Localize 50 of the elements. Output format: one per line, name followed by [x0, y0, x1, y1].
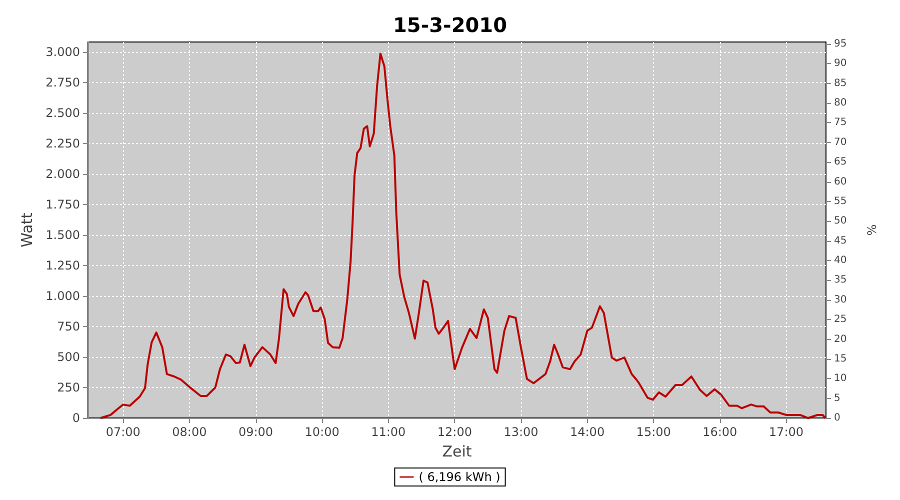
- y2-tick-label: 30: [834, 294, 847, 306]
- x-tick-label: 14:00: [570, 425, 605, 439]
- y2-tick-label: 65: [834, 156, 847, 168]
- legend-label: ( 6,196 kWh ): [418, 470, 500, 484]
- x-tick-label: 12:00: [437, 425, 472, 439]
- y2-tick-label: 80: [834, 98, 847, 109]
- y-tick-label: 500: [57, 350, 80, 364]
- y2-tick-label: 95: [834, 38, 847, 50]
- y-tick-label: 1.750: [46, 197, 80, 212]
- y-axis-title: Watt: [18, 212, 36, 248]
- y2-tick-label: 5: [834, 392, 840, 404]
- y-tick-label: 1.250: [46, 258, 80, 272]
- y-tick-label: 2.000: [46, 166, 80, 181]
- x-tick-label: 10:00: [304, 425, 340, 439]
- y-tick-label: 3.000: [46, 44, 80, 59]
- y2-tick-label: 70: [834, 136, 847, 148]
- y-tick-label: 2.750: [46, 75, 80, 90]
- x-axis-title: Zeit: [442, 442, 472, 460]
- y-tick-label: 0: [72, 411, 80, 425]
- x-tick-label: 15:00: [636, 425, 671, 439]
- line-series: [100, 52, 826, 419]
- y-tick-label: 1.500: [46, 228, 80, 242]
- y2-tick-label: 50: [834, 216, 847, 227]
- y2-tick-label: 10: [834, 373, 847, 384]
- x-tick-label: 11:00: [371, 425, 406, 439]
- y2-tick-label: 55: [834, 196, 847, 207]
- x-tick-label: 13:00: [504, 425, 538, 439]
- x-tick-label: 17:00: [768, 425, 804, 439]
- x-tick-label: 08:00: [172, 425, 207, 439]
- y2-tick-label: 60: [834, 176, 847, 188]
- y-tick-label: 1.000: [46, 288, 80, 303]
- y-tick-label: 2.500: [46, 106, 80, 120]
- y-tick-label: 2.250: [46, 136, 80, 150]
- y2-tick-label: 45: [834, 235, 847, 246]
- y2-tick-label: 25: [834, 314, 847, 326]
- y2-tick-label: 85: [834, 78, 847, 89]
- x-tick-label: 07:00: [106, 425, 140, 439]
- y2-tick-label: 15: [834, 353, 847, 364]
- y2-tick-label: 0: [834, 412, 840, 424]
- x-tick-label: 16:00: [702, 425, 738, 439]
- y2-tick-label: 75: [834, 117, 847, 128]
- y2-axis-title: %: [865, 224, 879, 236]
- y2-tick-label: 20: [834, 334, 847, 345]
- x-tick-label: 09:00: [238, 425, 274, 439]
- chart-title: 15-3-2010: [392, 13, 508, 37]
- y2-tick-label: 90: [834, 58, 847, 70]
- y-tick-label: 250: [57, 380, 80, 394]
- y2-tick-label: 40: [834, 255, 847, 266]
- y2-tick-label: 35: [834, 274, 847, 286]
- y-tick-label: 750: [57, 319, 80, 334]
